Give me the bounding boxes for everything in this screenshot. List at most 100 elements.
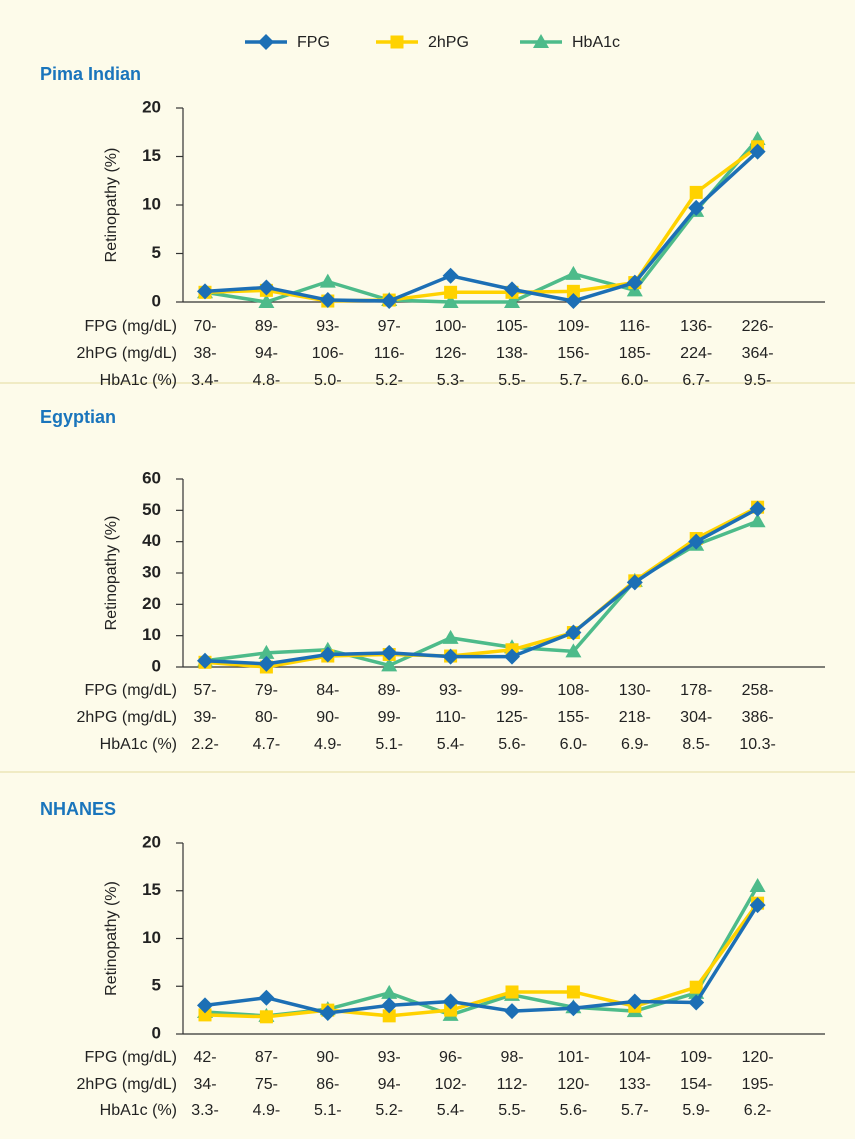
x-tick-label: 5.4- bbox=[437, 736, 465, 753]
data-point bbox=[198, 1008, 212, 1022]
series-line bbox=[204, 507, 759, 666]
data-point bbox=[689, 185, 703, 199]
x-tick-label: 3.4- bbox=[191, 372, 219, 389]
data-point bbox=[749, 500, 766, 517]
x-tick-label: 93- bbox=[439, 682, 462, 699]
x-tick-label: 6.9- bbox=[621, 736, 649, 753]
data-point bbox=[258, 644, 275, 659]
data-point bbox=[259, 1010, 273, 1024]
x-tick-label: 6.7- bbox=[682, 372, 710, 389]
y-tick-label: 0 bbox=[152, 291, 161, 310]
row-label: HbA1c (%) bbox=[100, 1102, 177, 1119]
data-point bbox=[381, 997, 398, 1014]
row-label: FPG (mg/dL) bbox=[85, 1049, 177, 1066]
x-tick-label: 6.0- bbox=[560, 736, 588, 753]
x-tick-label: 5.5- bbox=[498, 1102, 526, 1119]
x-tick-label: 108- bbox=[557, 682, 589, 699]
data-point bbox=[442, 629, 459, 644]
x-tick-label: 39- bbox=[193, 709, 216, 726]
data-point bbox=[197, 652, 213, 669]
chart-title: Pima Indian bbox=[40, 64, 141, 84]
x-tick-label: 93- bbox=[378, 1049, 401, 1066]
y-tick-label: 10 bbox=[142, 194, 161, 213]
x-tick-label: 5.2- bbox=[375, 372, 403, 389]
y-tick-label: 10 bbox=[142, 928, 161, 947]
x-tick-label: 136- bbox=[680, 318, 712, 335]
data-point bbox=[505, 985, 519, 999]
series-line bbox=[204, 145, 759, 303]
data-point bbox=[565, 293, 582, 310]
data-point bbox=[442, 648, 459, 665]
x-tick-label: 138- bbox=[496, 345, 528, 362]
data-point bbox=[689, 980, 703, 994]
x-tick-label: 5.1- bbox=[375, 736, 403, 753]
y-tick-label: 60 bbox=[142, 468, 161, 487]
y-tick-label: 15 bbox=[142, 880, 161, 899]
row-label: HbA1c (%) bbox=[100, 736, 177, 753]
y-tick-label: 20 bbox=[142, 832, 161, 851]
data-point bbox=[566, 284, 580, 298]
x-tick-label: 120- bbox=[557, 1076, 589, 1093]
y-tick-label: 50 bbox=[142, 500, 161, 519]
x-tick-label: 70- bbox=[193, 318, 216, 335]
data-point bbox=[688, 533, 705, 550]
x-tick-label: 104- bbox=[619, 1049, 651, 1066]
data-point bbox=[442, 294, 459, 308]
x-tick-label: 364- bbox=[742, 345, 774, 362]
x-tick-label: 93- bbox=[316, 318, 339, 335]
y-tick-label: 15 bbox=[142, 146, 161, 165]
x-tick-label: 5.0- bbox=[314, 372, 342, 389]
x-tick-label: 226- bbox=[742, 318, 774, 335]
x-tick-label: 5.3- bbox=[437, 372, 465, 389]
y-tick-label: 20 bbox=[142, 594, 161, 613]
x-tick-label: 4.9- bbox=[314, 736, 342, 753]
x-tick-label: 126- bbox=[435, 345, 467, 362]
x-tick-label: 42- bbox=[193, 1049, 216, 1066]
y-axis-label: Retinopathy (%) bbox=[103, 516, 120, 631]
y-tick-label: 30 bbox=[142, 562, 161, 581]
data-point bbox=[444, 285, 458, 299]
x-tick-label: 90- bbox=[316, 1049, 339, 1066]
data-point bbox=[626, 574, 643, 591]
x-tick-label: 258- bbox=[742, 682, 774, 699]
x-tick-label: 8.5- bbox=[682, 736, 710, 753]
y-tick-label: 10 bbox=[142, 625, 161, 644]
row-label: 2hPG (mg/dL) bbox=[77, 709, 177, 726]
series-line bbox=[204, 505, 759, 669]
x-tick-label: 57- bbox=[193, 682, 216, 699]
x-tick-label: 4.8- bbox=[253, 372, 281, 389]
x-tick-label: 38- bbox=[193, 345, 216, 362]
data-point bbox=[565, 643, 582, 658]
data-point bbox=[504, 294, 520, 308]
x-tick-label: 133- bbox=[619, 1076, 651, 1093]
row-label: HbA1c (%) bbox=[100, 372, 177, 389]
x-tick-label: 4.9- bbox=[253, 1102, 281, 1119]
x-tick-label: 34- bbox=[193, 1076, 216, 1093]
legend-marker bbox=[258, 34, 274, 50]
x-tick-label: 5.6- bbox=[498, 736, 526, 753]
x-tick-label: 178- bbox=[680, 682, 712, 699]
x-tick-label: 106- bbox=[312, 345, 344, 362]
x-tick-label: 5.9- bbox=[682, 1102, 710, 1119]
data-point bbox=[444, 1003, 458, 1017]
series-line bbox=[204, 137, 759, 304]
x-tick-label: 99- bbox=[500, 682, 523, 699]
x-tick-label: 116- bbox=[374, 345, 405, 362]
series-line bbox=[204, 904, 760, 1015]
legend-marker bbox=[533, 34, 549, 48]
data-point bbox=[565, 624, 582, 641]
data-point bbox=[381, 644, 398, 661]
x-tick-label: 10.3- bbox=[739, 736, 775, 753]
x-tick-label: 218- bbox=[619, 709, 651, 726]
data-point bbox=[626, 274, 643, 291]
legend-label: 2hPG bbox=[428, 34, 469, 51]
x-tick-label: 6.0- bbox=[621, 372, 649, 389]
x-tick-label: 5.6- bbox=[560, 1102, 588, 1119]
row-label: FPG (mg/dL) bbox=[85, 682, 177, 699]
x-tick-label: 105- bbox=[496, 318, 528, 335]
x-tick-label: 185- bbox=[619, 345, 651, 362]
data-point bbox=[258, 655, 275, 672]
data-point bbox=[504, 281, 520, 298]
series-line bbox=[204, 150, 759, 303]
